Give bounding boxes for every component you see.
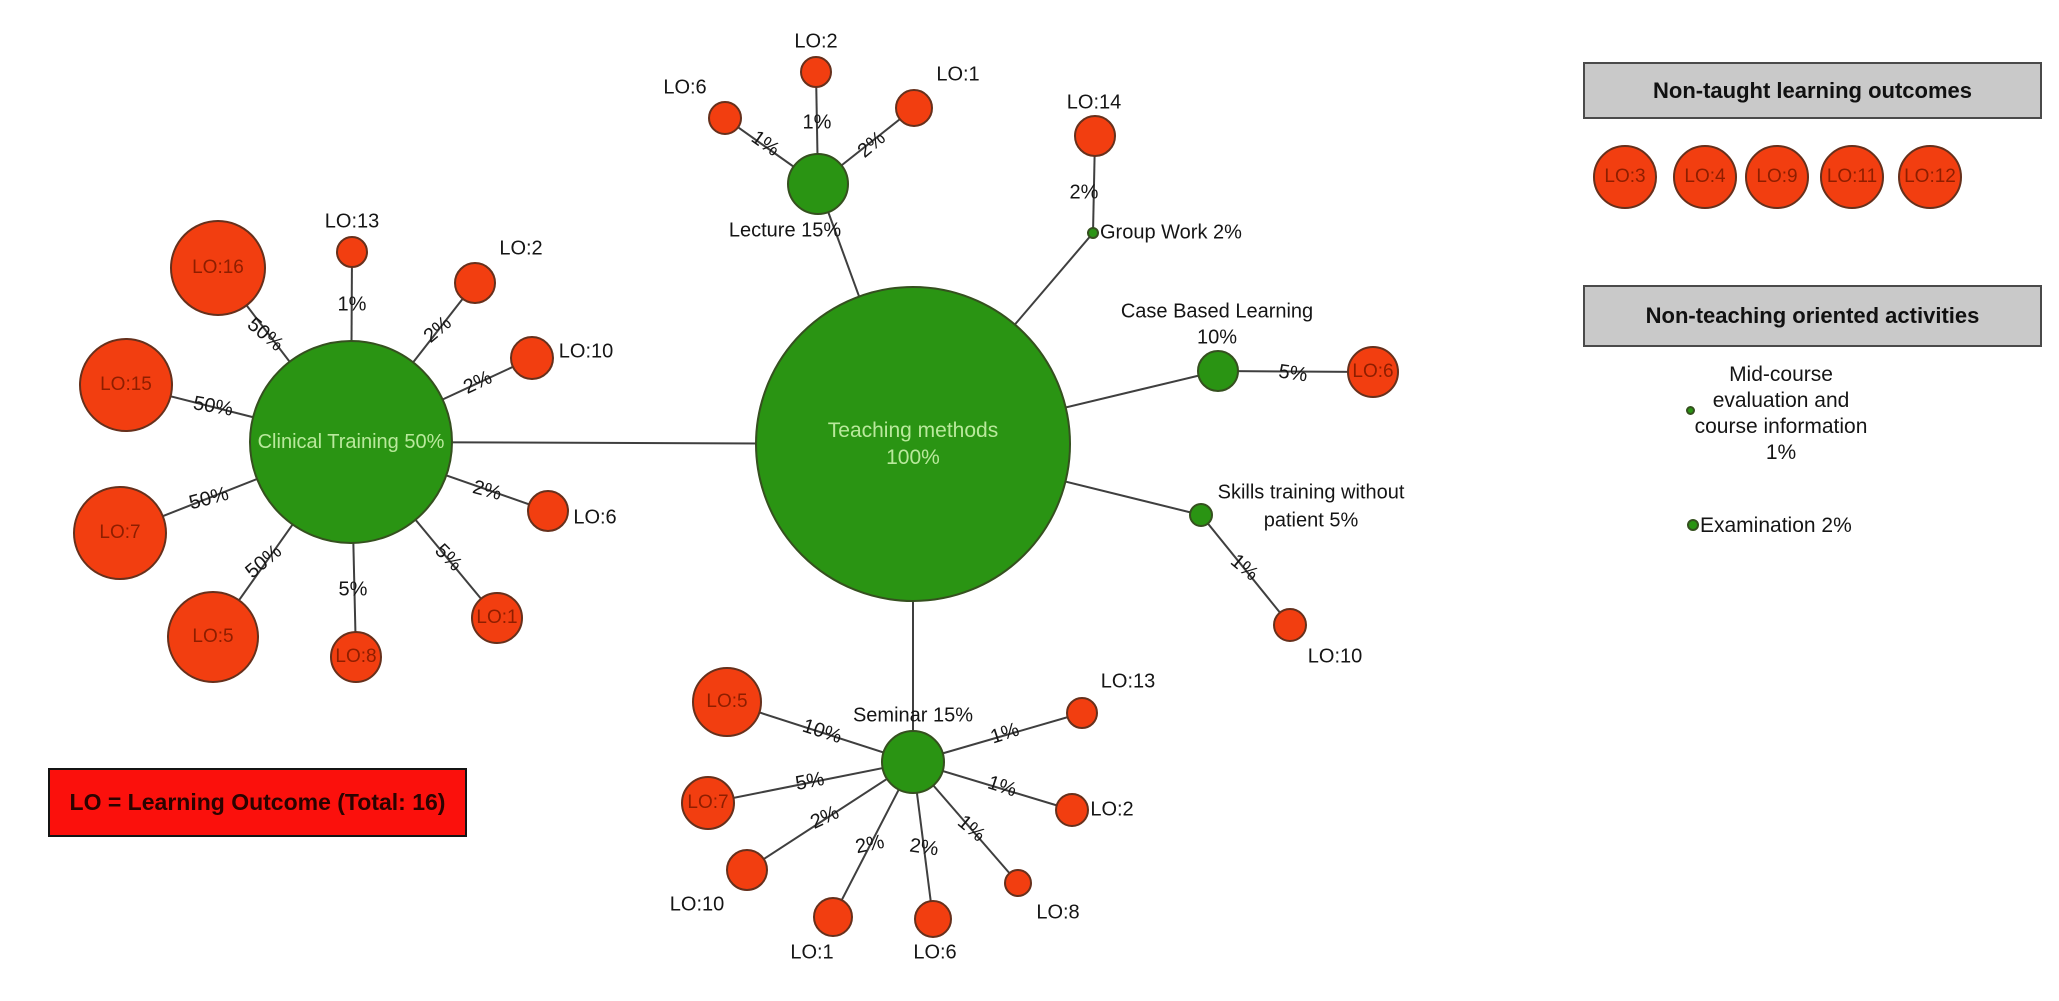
node-lo2-clinical xyxy=(454,262,496,304)
node-lo8-seminar xyxy=(1004,869,1032,897)
node-lecture xyxy=(787,153,849,215)
lo2-seminar-label: LO:2 xyxy=(1090,798,1134,821)
node-lo4: LO:4 xyxy=(1673,145,1737,209)
node-lo13-seminar xyxy=(1066,697,1098,729)
node-lo8-clinical: LO:8 xyxy=(330,631,382,683)
node-lo12: LO:12 xyxy=(1898,145,1962,209)
node-lo16: LO:16 xyxy=(170,220,266,316)
node-lo15: LO:15 xyxy=(79,338,173,432)
node-examination xyxy=(1687,519,1699,531)
node-lo13-clinical xyxy=(336,236,368,268)
lecture-label: Lecture 15% xyxy=(728,219,842,242)
node-lo14 xyxy=(1074,115,1116,157)
case-based-learning-pct: 10% xyxy=(1196,326,1238,349)
skills-training-label: Skills training without xyxy=(1217,481,1405,504)
edge-label-groupwork-lo14: 2% xyxy=(1069,181,1099,204)
group-work-label: Group Work 2% xyxy=(1100,221,1242,244)
node-lo6-seminar xyxy=(914,900,952,938)
node-teaching-methods: Teaching methods 100% xyxy=(755,286,1071,602)
edge-label-casebased-lo6: 5% xyxy=(1277,360,1309,387)
lo2-lecture-label: LO:2 xyxy=(794,30,838,53)
node-lo9: LO:9 xyxy=(1745,145,1809,209)
case-based-learning-label: Case Based Learning xyxy=(1120,300,1314,323)
lo8-seminar-label: LO:8 xyxy=(1036,901,1080,924)
node-lo6-lecture xyxy=(708,101,742,135)
lo10-clinical-label: LO:10 xyxy=(558,340,614,363)
lo6-lecture-label: LO:6 xyxy=(663,76,707,99)
node-lo6-casebased: LO:6 xyxy=(1347,346,1399,398)
node-lo6-clinical xyxy=(527,490,569,532)
node-midcourse-evaluation xyxy=(1686,406,1695,415)
lo10-seminar-label: LO:10 xyxy=(669,893,725,916)
legend-box: LO = Learning Outcome (Total: 16) xyxy=(48,768,467,837)
node-lo2-lecture xyxy=(800,56,832,88)
node-lo2-seminar xyxy=(1055,793,1089,827)
lo2-clinical-label: LO:2 xyxy=(499,237,543,260)
skills-training-pct: patient 5% xyxy=(1263,509,1359,532)
clinical-training-label: Clinical Training 50% xyxy=(257,430,445,453)
edge-label-seminar-lo6: 2% xyxy=(908,834,940,861)
seminar-label: Seminar 15% xyxy=(852,704,974,727)
node-skills-training xyxy=(1189,503,1213,527)
node-lo1-seminar xyxy=(813,897,853,937)
node-lo11: LO:11 xyxy=(1820,145,1884,209)
lo6-clinical-label: LO:6 xyxy=(573,506,617,529)
lo14-label: LO:14 xyxy=(1066,91,1122,114)
node-group-work xyxy=(1087,227,1099,239)
node-clinical-training: Clinical Training 50% xyxy=(249,340,453,544)
non-teaching-header: Non-teaching oriented activities xyxy=(1583,285,2042,347)
node-case-based-learning xyxy=(1197,350,1239,392)
lo10-skills-label: LO:10 xyxy=(1307,645,1363,668)
lo13-clinical-label: LO:13 xyxy=(324,210,380,233)
node-lo10-clinical xyxy=(510,336,554,380)
lo1-lecture-label: LO:1 xyxy=(936,63,980,86)
node-lo3: LO:3 xyxy=(1593,145,1657,209)
lo6-seminar-label: LO:6 xyxy=(913,941,957,964)
lo13-seminar-label: LO:13 xyxy=(1100,670,1156,693)
node-lo1-clinical: LO:1 xyxy=(471,592,523,644)
node-lo7-clinical: LO:7 xyxy=(73,486,167,580)
node-lo5-clinical: LO:5 xyxy=(167,591,259,683)
teaching-methods-label: Teaching methods 100% xyxy=(827,419,999,469)
edge-label-clinical-lo13: 1% xyxy=(337,293,367,316)
lo1-seminar-label: LO:1 xyxy=(790,941,834,964)
node-lo10-seminar xyxy=(726,849,768,891)
edge-label-lecture-lo2: 1% xyxy=(802,111,832,134)
node-lo10-skills xyxy=(1273,608,1307,642)
midcourse-evaluation-label: Mid-course evaluation and course informa… xyxy=(1694,363,1868,464)
non-taught-header: Non-taught learning outcomes xyxy=(1583,62,2042,119)
node-lo5-seminar: LO:5 xyxy=(692,667,762,737)
node-seminar xyxy=(881,730,945,794)
node-lo1-lecture xyxy=(895,89,933,127)
edge-label-clinical-lo8: 5% xyxy=(338,578,368,601)
node-lo7-seminar: LO:7 xyxy=(681,776,735,830)
examination-label: Examination 2% xyxy=(1700,514,1852,537)
